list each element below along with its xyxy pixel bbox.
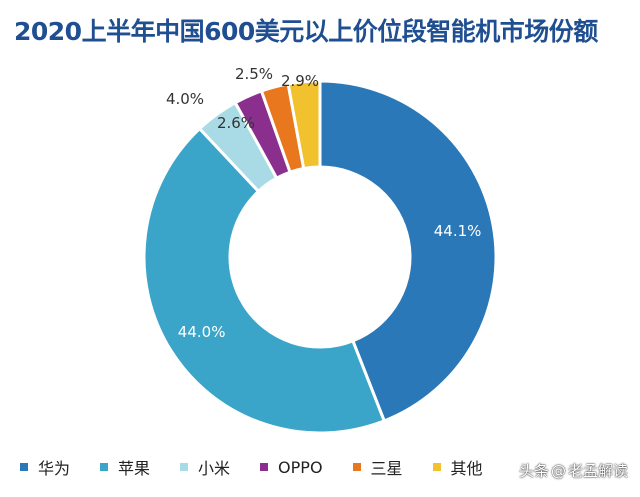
chart-title: 2020上半年中国600美元以上价位段智能机市场份额	[14, 17, 598, 46]
slice-label-2: 4.0%	[166, 90, 204, 108]
legend-label: 三星	[370, 459, 403, 478]
watermark-name: 老孟解读	[567, 462, 628, 480]
legend-item-4: 三星	[352, 455, 403, 479]
legend-item-2: 小米	[180, 455, 230, 479]
watermark: 头条 @ 老孟解读	[519, 460, 628, 481]
slice-label-1: 44.0%	[178, 323, 226, 341]
donut-slice-0	[318, 79, 498, 423]
legend-label: OPPO	[278, 457, 323, 477]
legend-item-5: 其他	[432, 455, 483, 479]
slice-label-3: 2.6%	[217, 114, 255, 132]
legend-swatch	[352, 463, 361, 471]
legend-swatch	[100, 463, 109, 471]
legend-label: 小米	[198, 459, 231, 478]
slice-label-0: 44.1%	[434, 222, 482, 240]
legend-label: 华为	[38, 459, 71, 478]
legend-label: 苹果	[118, 459, 151, 478]
slice-label-5: 2.9%	[281, 72, 319, 90]
watermark-at: @	[550, 462, 566, 480]
legend-item-3: OPPO	[260, 457, 323, 477]
donut-slice-5	[286, 79, 322, 171]
legend-swatch	[180, 463, 189, 471]
legend-swatch	[260, 463, 269, 471]
chart-legend: 华为 苹果 小米 OPPO 三星 其他	[20, 455, 513, 479]
watermark-prefix: 头条	[518, 462, 549, 480]
donut-slice-1	[142, 126, 387, 435]
legend-item-0: 华为	[20, 455, 70, 479]
legend-swatch	[432, 463, 441, 471]
legend-swatch	[20, 463, 28, 471]
slice-label-4: 2.5%	[235, 65, 273, 83]
legend-item-1: 苹果	[100, 455, 150, 479]
legend-label: 其他	[450, 459, 483, 478]
